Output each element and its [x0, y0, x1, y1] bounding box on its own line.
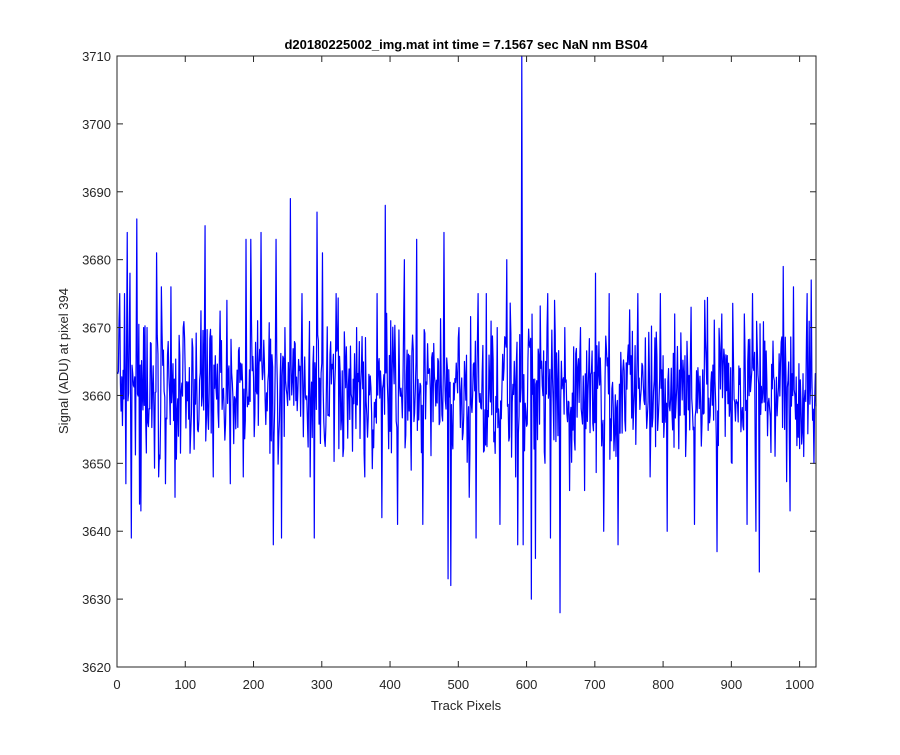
x-tick-label: 300: [311, 677, 333, 692]
x-tick-label: 1000: [785, 677, 814, 692]
plot-frame: [116, 55, 817, 668]
x-axis-label: Track Pixels: [431, 698, 502, 713]
y-tick-label: 3710: [82, 49, 111, 64]
y-tick-label: 3640: [82, 524, 111, 539]
y-tick-label: 3680: [82, 253, 111, 268]
x-tick-label: 500: [447, 677, 469, 692]
y-tick-label: 3700: [82, 117, 111, 132]
y-tick-label: 3650: [82, 456, 111, 471]
x-tick-label: 400: [379, 677, 401, 692]
x-tick-label: 100: [174, 677, 196, 692]
y-tick-label: 3690: [82, 185, 111, 200]
series-line: [117, 55, 817, 614]
ticks-layer: 0 100 200 300 400 500 600 700 800 900 1000 3620 3630…: [82, 49, 816, 692]
chart-title: d20180225002_img.mat int time = 7.1567 s…: [284, 37, 648, 52]
x-tick-label: 600: [516, 677, 538, 692]
y-tick-label: 3670: [82, 321, 111, 336]
y-tick-label: 3630: [82, 592, 111, 607]
x-tick-label: 0: [113, 677, 120, 692]
x-tick-label: 200: [243, 677, 265, 692]
y-tick-label: 3620: [82, 660, 111, 675]
series-layer: [117, 55, 817, 614]
y-axis-label: Signal (ADU) at pixel 394: [56, 288, 71, 434]
y-tick-label: 3660: [82, 388, 111, 403]
x-tick-label: 700: [584, 677, 606, 692]
x-tick-label: 800: [652, 677, 674, 692]
x-tick-label: 900: [721, 677, 743, 692]
